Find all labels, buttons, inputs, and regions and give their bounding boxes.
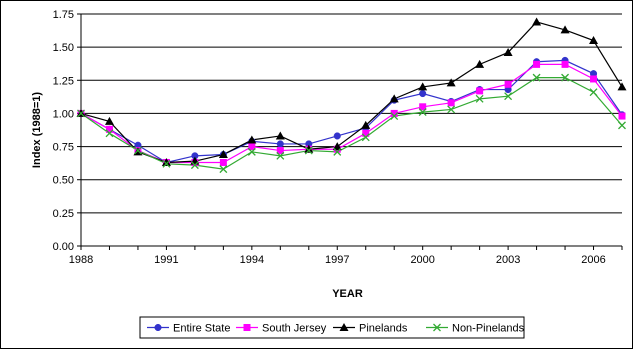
legend-marker-non-pinelands	[433, 323, 441, 332]
data-point-south-jersey	[390, 109, 398, 117]
x-tick-label: 2003	[496, 254, 520, 266]
series-line-non-pinelands	[80, 77, 623, 170]
data-point-south-jersey	[476, 87, 484, 95]
series-line-entire-state	[80, 59, 623, 164]
data-point-non-pinelands	[390, 112, 399, 121]
data-point-non-pinelands	[276, 151, 285, 160]
x-tick-label: 1991	[154, 254, 178, 266]
y-tick-label: 1.50	[53, 42, 74, 54]
data-point-non-pinelands	[333, 147, 342, 156]
data-point-non-pinelands	[77, 109, 85, 118]
data-point-pinelands	[218, 150, 228, 159]
data-point-pinelands	[275, 131, 285, 140]
legend-label-pinelands: Pinelands	[359, 323, 408, 335]
legend-label-non-pinelands: Non-Pinelands	[452, 323, 525, 335]
data-point-non-pinelands	[589, 88, 598, 97]
data-point-non-pinelands	[532, 73, 541, 82]
data-point-non-pinelands	[304, 146, 313, 155]
y-tick-label: 0.00	[53, 241, 74, 253]
data-point-pinelands	[475, 59, 485, 68]
legend-marker-entire-state	[154, 323, 162, 332]
data-point-non-pinelands	[504, 92, 513, 101]
data-point-entire-state	[419, 89, 427, 98]
x-tick-label: 2000	[410, 254, 434, 266]
data-point-pinelands	[418, 82, 428, 91]
y-tick-label: 1.75	[53, 9, 74, 21]
data-point-south-jersey	[590, 75, 598, 83]
data-point-non-pinelands	[447, 105, 456, 114]
y-tick-label: 0.75	[53, 142, 74, 154]
data-point-south-jersey	[219, 158, 227, 166]
data-point-pinelands	[161, 157, 171, 166]
data-point-pinelands	[589, 36, 599, 45]
legend-box	[139, 316, 525, 339]
data-point-pinelands	[560, 25, 570, 34]
data-point-non-pinelands	[618, 121, 626, 130]
data-point-pinelands	[104, 116, 114, 125]
data-point-south-jersey	[561, 60, 569, 68]
data-point-south-jersey	[419, 103, 427, 111]
x-tick-label: 1994	[240, 254, 264, 266]
data-point-non-pinelands	[361, 133, 370, 142]
data-point-south-jersey	[533, 60, 541, 68]
data-point-entire-state	[276, 140, 284, 148]
data-point-non-pinelands	[133, 146, 142, 155]
data-point-non-pinelands	[190, 161, 199, 170]
data-point-south-jersey	[362, 129, 370, 137]
data-point-non-pinelands	[105, 129, 114, 138]
data-point-south-jersey	[618, 112, 626, 120]
data-point-non-pinelands	[418, 108, 427, 117]
legend-label-south-jersey: South Jersey	[262, 323, 327, 335]
data-point-south-jersey	[447, 99, 455, 107]
legend-marker-south-jersey	[243, 324, 251, 331]
x-tick-label: 1988	[69, 254, 93, 266]
data-point-pinelands	[532, 17, 542, 26]
series-line-pinelands	[80, 21, 623, 164]
x-tick-label: 1997	[325, 254, 349, 266]
data-point-non-pinelands	[475, 94, 484, 103]
y-tick-label: 0.50	[53, 175, 74, 187]
data-point-entire-state	[333, 132, 341, 140]
data-point-south-jersey	[276, 147, 284, 155]
y-tick-label: 1.25	[53, 75, 74, 87]
y-axis-title: Index (1988=1)	[31, 92, 43, 168]
data-point-south-jersey	[105, 125, 113, 133]
data-point-pinelands	[332, 142, 342, 151]
legend-marker-pinelands	[339, 323, 349, 331]
data-point-pinelands	[361, 120, 371, 129]
data-point-south-jersey	[504, 80, 512, 88]
x-axis-title: YEAR	[332, 288, 363, 300]
y-tick-label: 0.25	[53, 208, 74, 220]
data-point-south-jersey	[248, 143, 256, 151]
data-point-pinelands	[503, 47, 513, 56]
legend-label-entire-state: Entire State	[173, 323, 230, 335]
data-point-pinelands	[247, 135, 257, 144]
data-point-pinelands	[304, 144, 314, 153]
data-point-pinelands	[446, 78, 456, 87]
y-tick-label: 1.00	[53, 108, 74, 120]
data-point-non-pinelands	[561, 73, 570, 82]
data-point-non-pinelands	[219, 165, 228, 174]
data-point-non-pinelands	[247, 147, 256, 156]
x-tick-label: 2006	[581, 254, 605, 266]
data-point-pinelands	[617, 82, 627, 91]
data-point-non-pinelands	[162, 159, 171, 168]
data-point-pinelands	[389, 94, 399, 103]
